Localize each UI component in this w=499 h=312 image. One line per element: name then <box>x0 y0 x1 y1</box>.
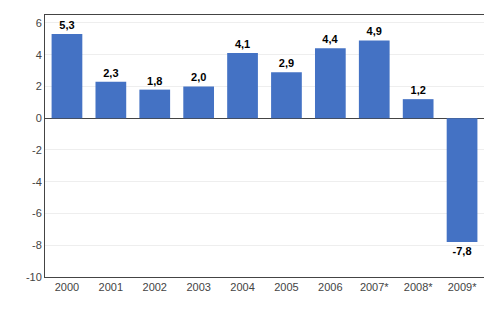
svg-text:2,9: 2,9 <box>279 57 294 69</box>
svg-text:2005: 2005 <box>274 281 298 293</box>
svg-text:2,3: 2,3 <box>103 67 118 79</box>
svg-text:2001: 2001 <box>99 281 123 293</box>
svg-text:4: 4 <box>36 49 42 61</box>
svg-text:-7,8: -7,8 <box>453 245 472 257</box>
svg-text:2006: 2006 <box>318 281 342 293</box>
svg-text:2003: 2003 <box>186 281 210 293</box>
svg-text:5,3: 5,3 <box>59 19 74 31</box>
svg-text:1,2: 1,2 <box>411 84 426 96</box>
svg-text:1,8: 1,8 <box>147 75 162 87</box>
svg-text:-6: -6 <box>32 207 42 219</box>
svg-text:2000: 2000 <box>55 281 79 293</box>
svg-text:-8: -8 <box>32 239 42 251</box>
svg-text:2009*: 2009* <box>448 281 477 293</box>
svg-text:2,0: 2,0 <box>191 71 206 83</box>
svg-text:2: 2 <box>36 80 42 92</box>
svg-text:2007*: 2007* <box>360 281 389 293</box>
svg-text:2008*: 2008* <box>404 281 433 293</box>
svg-text:6: 6 <box>36 17 42 29</box>
svg-text:2002: 2002 <box>143 281 167 293</box>
svg-text:-10: -10 <box>26 271 42 283</box>
svg-text:4,1: 4,1 <box>235 38 250 50</box>
svg-text:-4: -4 <box>32 176 42 188</box>
svg-text:-2: -2 <box>32 144 42 156</box>
svg-text:0: 0 <box>36 112 42 124</box>
svg-text:4,9: 4,9 <box>367 25 382 37</box>
svg-text:4,4: 4,4 <box>322 33 338 45</box>
svg-text:2004: 2004 <box>230 281 254 293</box>
